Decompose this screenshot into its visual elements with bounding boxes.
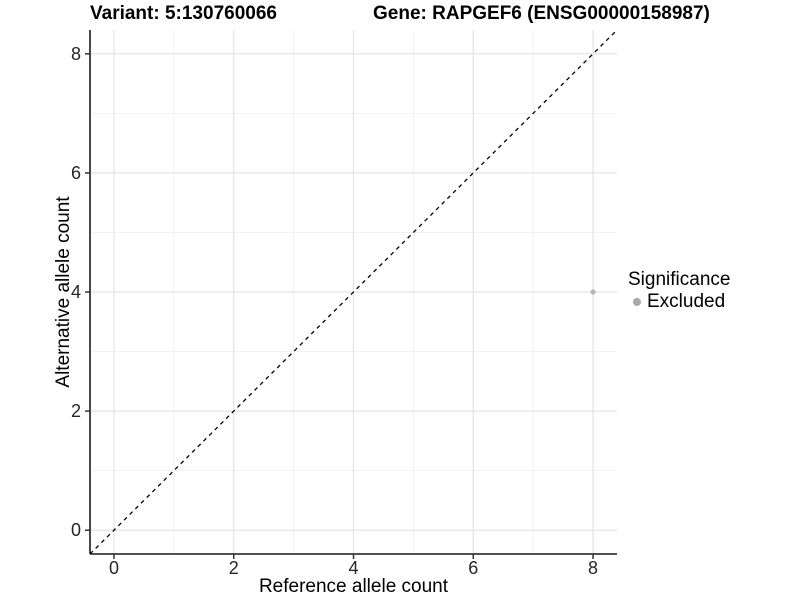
variant-title: Variant: 5:130760066 [90, 3, 277, 24]
y-tick-label: 6 [71, 163, 81, 183]
x-tick-label: 2 [229, 558, 239, 578]
excluded-point-swatch [633, 297, 641, 306]
y-tick-label: 8 [71, 44, 81, 64]
x-tick-label: 0 [109, 558, 119, 578]
x-tick-label: 8 [588, 558, 598, 578]
data-point [590, 289, 596, 295]
x-tick-label: 6 [468, 558, 478, 578]
legend-item-label: Excluded [647, 291, 726, 312]
identity-line [89, 29, 618, 555]
y-tick-label: 2 [71, 401, 81, 421]
legend: Significance Excluded [628, 269, 730, 312]
x-axis-title: Reference allele count [258, 576, 449, 597]
legend-title: Significance [628, 269, 731, 290]
x-tick-label: 4 [348, 558, 358, 578]
legend-item-excluded: Excluded [628, 291, 730, 312]
y-tick-label: 4 [71, 282, 81, 302]
gene-title: Gene: RAPGEF6 (ENSG00000158987) [373, 3, 710, 24]
y-axis-title: Alternative allele count [53, 196, 74, 388]
y-tick-label: 0 [71, 520, 81, 540]
